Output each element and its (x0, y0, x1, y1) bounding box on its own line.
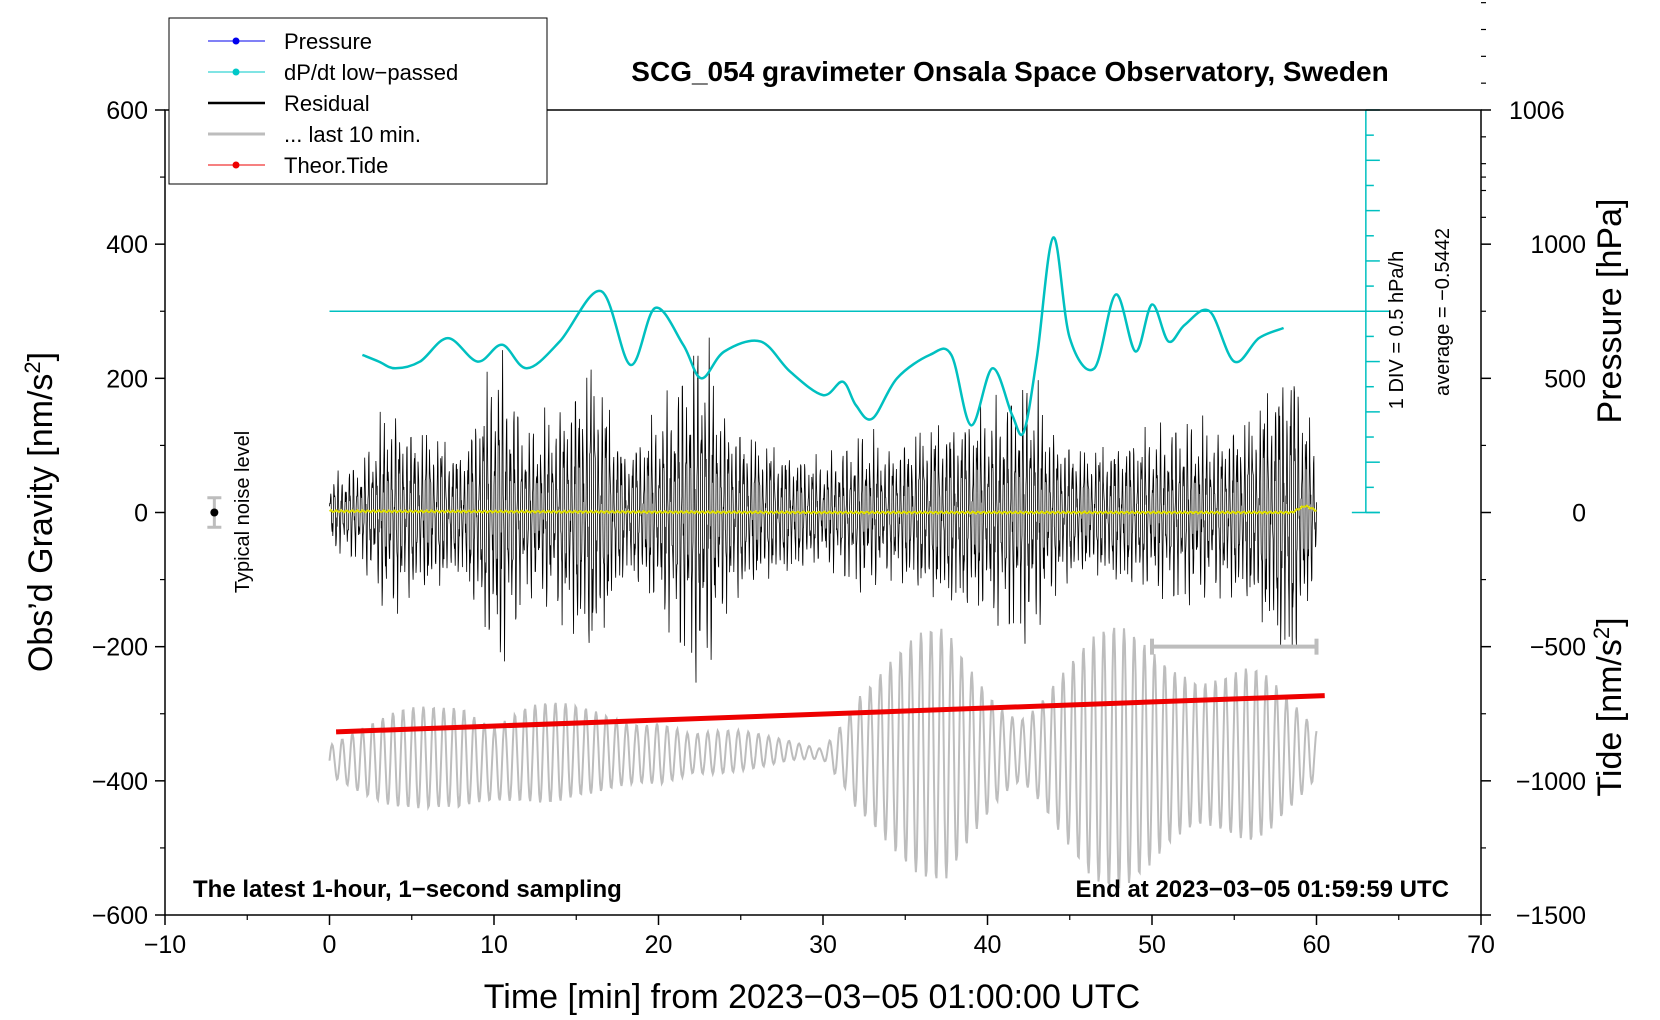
y-axis-left-title-end: ] (22, 352, 60, 361)
y-axis-tide-tick-label: 500 (1544, 365, 1586, 393)
footer-left-label: The latest 1-hour, 1−second sampling (193, 876, 622, 903)
residual-trace (329, 337, 1317, 683)
dpdt-scale-label: 1 DIV = 0.5 hPa/h (1386, 251, 1408, 409)
x-axis-tick-label: 40 (974, 931, 1002, 959)
y-axis-left-tick-label: −200 (92, 634, 148, 662)
y-axis-pressure-title: Pressure [hPa] (1591, 199, 1629, 424)
legend-label: dP/dt low−passed (284, 60, 458, 85)
x-axis-tick-label: 70 (1467, 931, 1495, 959)
legend-marker (232, 68, 240, 76)
dpdt-average-label: average = −0.5442 (1432, 228, 1454, 396)
x-axis-tick-label: 50 (1138, 931, 1166, 959)
chart-title: SCG_054 gravimeter Onsala Space Observat… (631, 56, 1388, 87)
footer-right-label: End at 2023−03−05 01:59:59 UTC (1075, 876, 1449, 903)
x-axis-tick-label: 30 (809, 931, 837, 959)
theor-tide-line (335, 693, 1325, 735)
x-axis-tick-label: 0 (323, 931, 337, 959)
y-axis-left-tick-label: 200 (106, 365, 148, 393)
noise-bar-dot (210, 508, 219, 517)
y-axis-left-tick-label: −600 (92, 902, 148, 930)
y-axis-left-title-main: Obs’d Gravity [nm/s (22, 374, 60, 673)
y-axis-tide-title-main: Tide [nm/s (1591, 639, 1629, 796)
legend-marker (232, 161, 240, 169)
legend-label: Residual (284, 91, 370, 116)
y-axis-tide-tick-label: 0 (1572, 500, 1586, 528)
x-axis-title: Time [min] from 2023−03−05 01:00:00 UTC (484, 978, 1140, 1016)
axes-layer: −10 0 10 20 30 40 50 60 70 −600 −400 −200 0 200 400 600… (92, 2, 1586, 959)
y-axis-tide-title: Tide [nm/s2] (1589, 617, 1629, 796)
x-axis-tick-label: −10 (144, 931, 186, 959)
last-10-min-trace (328, 627, 1318, 889)
y-axis-left-title-sup: 2 (20, 361, 45, 373)
y-axis-tide-tick-label: −500 (1530, 634, 1586, 662)
dpdt-trace (361, 236, 1285, 437)
y-axis-left-tick-label: 600 (106, 97, 148, 125)
y-axis-pressure-tick-label: 1006 (1509, 97, 1565, 125)
y-axis-left-tick-label: 400 (106, 231, 148, 259)
y-axis-left-title: Obs’d Gravity [nm/s2] (20, 352, 60, 672)
y-axis-tide-title-sup: 2 (1589, 627, 1614, 639)
y-axis-left-tick-label: −400 (92, 768, 148, 796)
legend: Pressure dP/dt low−passed Residual ... last… (168, 17, 548, 185)
noise-level-label: Typical noise level (232, 431, 254, 593)
y-axis-tide-tick-label: −1000 (1516, 768, 1586, 796)
x-axis-tick-label: 60 (1303, 931, 1331, 959)
y-axis-left-tick-label: 0 (134, 500, 148, 528)
data-layer (207, 109, 1391, 889)
yellow-trace (328, 504, 1317, 515)
legend-label: Pressure (284, 29, 372, 54)
y-axis-tide-title-end: ] (1591, 617, 1629, 626)
legend-label: ... last 10 min. (284, 122, 421, 147)
x-axis-tick-label: 20 (645, 931, 673, 959)
legend-box (168, 17, 548, 185)
legend-marker (232, 37, 240, 45)
y-axis-tide-tick-label: 1000 (1530, 231, 1586, 259)
x-axis-tick-label: 10 (480, 931, 508, 959)
legend-label: Theor.Tide (284, 153, 388, 178)
y-axis-tide-tick-label: −1500 (1516, 902, 1586, 930)
